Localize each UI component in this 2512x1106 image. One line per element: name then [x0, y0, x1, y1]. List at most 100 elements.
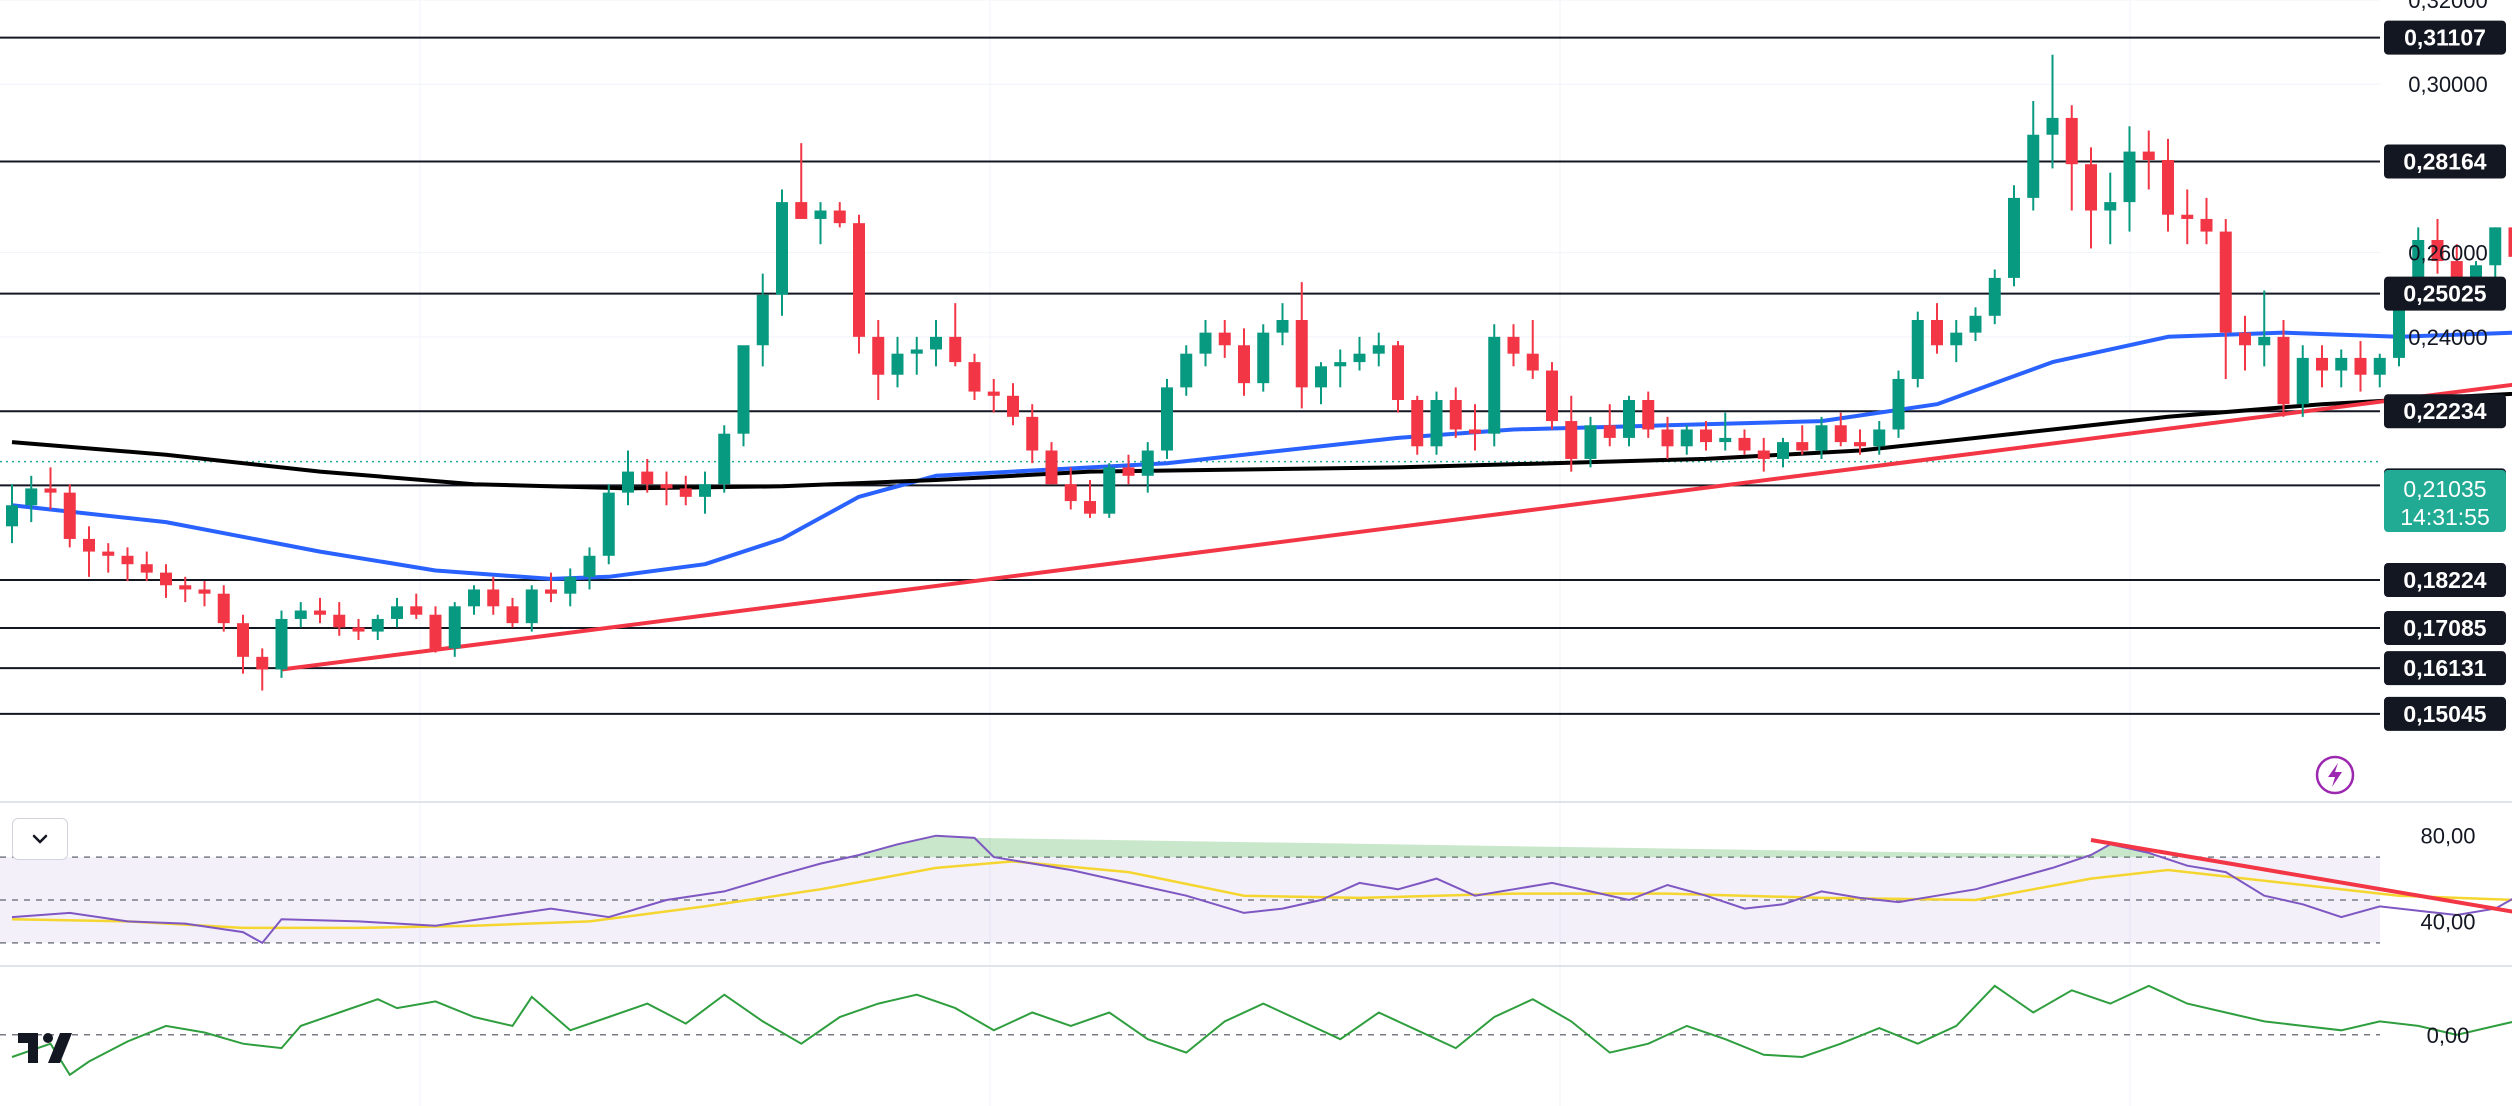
candle-body [641, 471, 654, 485]
collapse-button[interactable] [12, 818, 68, 860]
candle-body [333, 614, 346, 628]
rsi-trendline [2090, 838, 2512, 914]
candle-body [795, 202, 808, 219]
candle-body [1873, 429, 1886, 447]
candle-body [2027, 134, 2040, 198]
candle-body [294, 610, 307, 619]
candle-body [776, 202, 788, 295]
candle-body [949, 336, 962, 363]
candle-body [2200, 218, 2213, 232]
candle-body [1584, 425, 1597, 459]
candle-body [1719, 437, 1732, 443]
candle-body [583, 555, 596, 577]
candle-body [429, 614, 442, 649]
last-price-label: 0,21035 14:31:55 [2384, 470, 2506, 532]
candle-body [2316, 357, 2328, 371]
moving-averages [11, 330, 2512, 581]
candle-body [2239, 332, 2251, 346]
level-label-text: 0,17085 [2403, 615, 2486, 641]
candle-body [1603, 425, 1616, 438]
candle-body [2104, 202, 2117, 211]
moving-average-line [11, 391, 2512, 491]
candle-body [2219, 231, 2232, 333]
rsi-ma-line [11, 860, 2512, 930]
candle-body [987, 391, 1000, 396]
candle-body [1757, 450, 1770, 459]
candle-body [2431, 240, 2444, 262]
candle-body [2335, 357, 2348, 371]
level-label-box [2384, 394, 2506, 429]
candle-body [718, 433, 731, 485]
candle-body [1238, 345, 1250, 384]
candle-body [1295, 320, 1308, 388]
countdown-timer: 14:31:55 [2400, 504, 2490, 530]
candle-body [1180, 353, 1193, 388]
candle-body [1353, 353, 1366, 363]
level-label-box [2384, 276, 2506, 311]
price-tick-label: 0,26000 [2408, 241, 2488, 266]
level-label-text: 0,31107 [2404, 25, 2486, 51]
rsi-overbought-fill [849, 835, 2159, 858]
price-tick-label: 0,32000 [2408, 0, 2488, 13]
level-label-text: 0,28164 [2403, 149, 2486, 175]
candle-body [1661, 429, 1674, 447]
rsi-line [11, 834, 2512, 945]
level-label-text: 0,22234 [2403, 398, 2486, 424]
candle-body [1988, 277, 2001, 316]
candle-body [487, 589, 500, 607]
candle-body [410, 606, 423, 615]
candle-body [1700, 429, 1712, 443]
candle-body [1892, 378, 1905, 430]
candle-body [1392, 345, 1404, 400]
candle-body [1045, 450, 1058, 485]
candle-body [853, 223, 865, 337]
candle-body [2508, 227, 2512, 257]
candle-body [1969, 315, 1982, 333]
lightning-icon[interactable] [2314, 754, 2356, 796]
price-tick-label: 0,30000 [2408, 72, 2488, 97]
candle-body [179, 585, 192, 590]
candle-body [44, 488, 57, 493]
candle-body [102, 551, 115, 556]
level-label-text: 0,18224 [2403, 567, 2486, 593]
tradingview-logo [18, 1033, 72, 1063]
candle-body [1372, 345, 1385, 354]
candle-body [25, 488, 38, 506]
rsi-panel: 80,00 40,00 [0, 824, 2512, 945]
last-price-value: 0,21035 [2403, 476, 2486, 502]
candle-body [1796, 442, 1809, 451]
oscillator-panel: 0,00 [0, 984, 2512, 1077]
candle-body [2489, 227, 2502, 266]
candle-body [1218, 332, 1231, 346]
candle-body [756, 294, 769, 346]
candle-body [564, 576, 577, 594]
candle-body [63, 492, 76, 539]
candle-body [160, 572, 172, 586]
candle-body [968, 362, 981, 392]
candle-body [1488, 336, 1501, 434]
last-price-box [2384, 470, 2506, 532]
candle-body [198, 589, 211, 594]
candle-body [1565, 421, 1578, 459]
candle-body [1199, 332, 1212, 354]
candle-body [930, 336, 942, 350]
level-label-box [2384, 651, 2506, 686]
oscillator-line [11, 984, 2512, 1077]
moving-average-line [11, 330, 2512, 581]
candle-body [1680, 429, 1693, 447]
candle-body [6, 505, 18, 527]
candle-body [1815, 425, 1828, 451]
candle-body [2373, 357, 2386, 375]
candle-body [1931, 320, 1943, 346]
candle-body [1507, 336, 1520, 354]
candle-body [256, 656, 269, 670]
candle-body [1449, 400, 1462, 430]
candle-body [1064, 484, 1077, 502]
candle-body [699, 484, 711, 497]
horizontal-levels [0, 36, 2380, 715]
candle-body [1469, 429, 1481, 434]
rsi-tick-label: 40,00 [2420, 909, 2475, 934]
candle-body [737, 345, 750, 434]
level-label-text: 0,15045 [2403, 701, 2486, 727]
